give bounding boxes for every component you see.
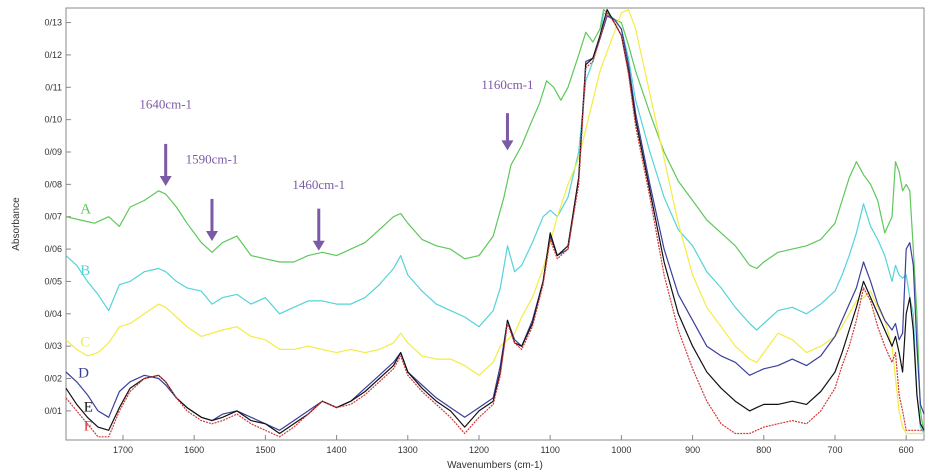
series-label-f: F bbox=[84, 418, 92, 434]
peak-annotations: 1640cm-1 1590cm-1 1460cm-1 1160cm-1 bbox=[139, 77, 534, 251]
x-tick-label: 1600 bbox=[184, 445, 204, 455]
x-tick-label: 1400 bbox=[327, 445, 347, 455]
peak-arrow-head bbox=[312, 240, 325, 251]
x-tick-label: 1100 bbox=[541, 445, 560, 455]
x-tick-label: 1300 bbox=[398, 445, 418, 455]
plot-frame bbox=[65, 7, 925, 441]
series-label-c: C bbox=[80, 334, 90, 350]
series-label-e: E bbox=[84, 400, 93, 416]
x-tick-label: 1000 bbox=[611, 445, 631, 455]
y-tick-label: 0/06 bbox=[44, 244, 62, 254]
series-labels: A B CD EF bbox=[78, 202, 93, 435]
y-tick-label: 0/02 bbox=[44, 374, 62, 384]
y-tick-label: 0/09 bbox=[44, 147, 62, 157]
x-axis-ticks: 1700 1600 1500 1400 1300 1200 1100 1000 900 800 70… bbox=[113, 435, 914, 455]
y-tick-label: 0/07 bbox=[44, 212, 62, 222]
series-label-a: A bbox=[80, 202, 91, 218]
x-tick-label: 700 bbox=[827, 445, 842, 455]
series-label-b: B bbox=[80, 263, 90, 279]
y-tick-label: 0/05 bbox=[44, 276, 62, 286]
y-axis-ticks: 0/01 0/02 0/03 0/04 0/05 0/06 0/07 0/08 0/09 0/10… bbox=[44, 18, 71, 416]
y-tick-label: 0/04 bbox=[44, 309, 62, 319]
series-line-f bbox=[65, 12, 924, 438]
peak-arrow-head bbox=[501, 140, 514, 151]
x-tick-label: 900 bbox=[685, 445, 700, 455]
peak-arrow-head bbox=[159, 175, 172, 186]
x-tick-label: 800 bbox=[756, 445, 771, 455]
y-tick-label: 0/12 bbox=[44, 50, 62, 60]
y-tick-label: 0/13 bbox=[44, 18, 62, 28]
x-tick-label: 1500 bbox=[255, 445, 275, 455]
x-tick-label: 1200 bbox=[469, 445, 489, 455]
series-line-a bbox=[65, 9, 925, 434]
x-tick-label: 600 bbox=[899, 445, 914, 455]
y-tick-label: 0/01 bbox=[44, 406, 62, 416]
peak-arrow-head bbox=[205, 230, 218, 241]
y-tick-label: 0/03 bbox=[44, 341, 62, 351]
y-tick-label: 0/10 bbox=[44, 115, 62, 125]
series-line-e bbox=[65, 9, 925, 435]
x-axis-label: Wavenumbers (cm-1) bbox=[447, 460, 543, 471]
y-tick-label: 0/08 bbox=[44, 179, 62, 189]
y-tick-label: 0/11 bbox=[45, 82, 62, 92]
series-lines bbox=[65, 9, 925, 438]
peak-annotation-label: 1640cm-1 bbox=[139, 96, 192, 111]
series-label-d: D bbox=[78, 366, 89, 382]
x-tick-label: 1700 bbox=[113, 445, 133, 455]
peak-annotation-label: 1460cm-1 bbox=[292, 177, 345, 192]
y-axis-label: Absorbance bbox=[11, 197, 22, 251]
series-line-c bbox=[65, 9, 924, 435]
peak-annotation-label: 1160cm-1 bbox=[481, 77, 533, 92]
peak-annotation-label: 1590cm-1 bbox=[186, 151, 239, 166]
